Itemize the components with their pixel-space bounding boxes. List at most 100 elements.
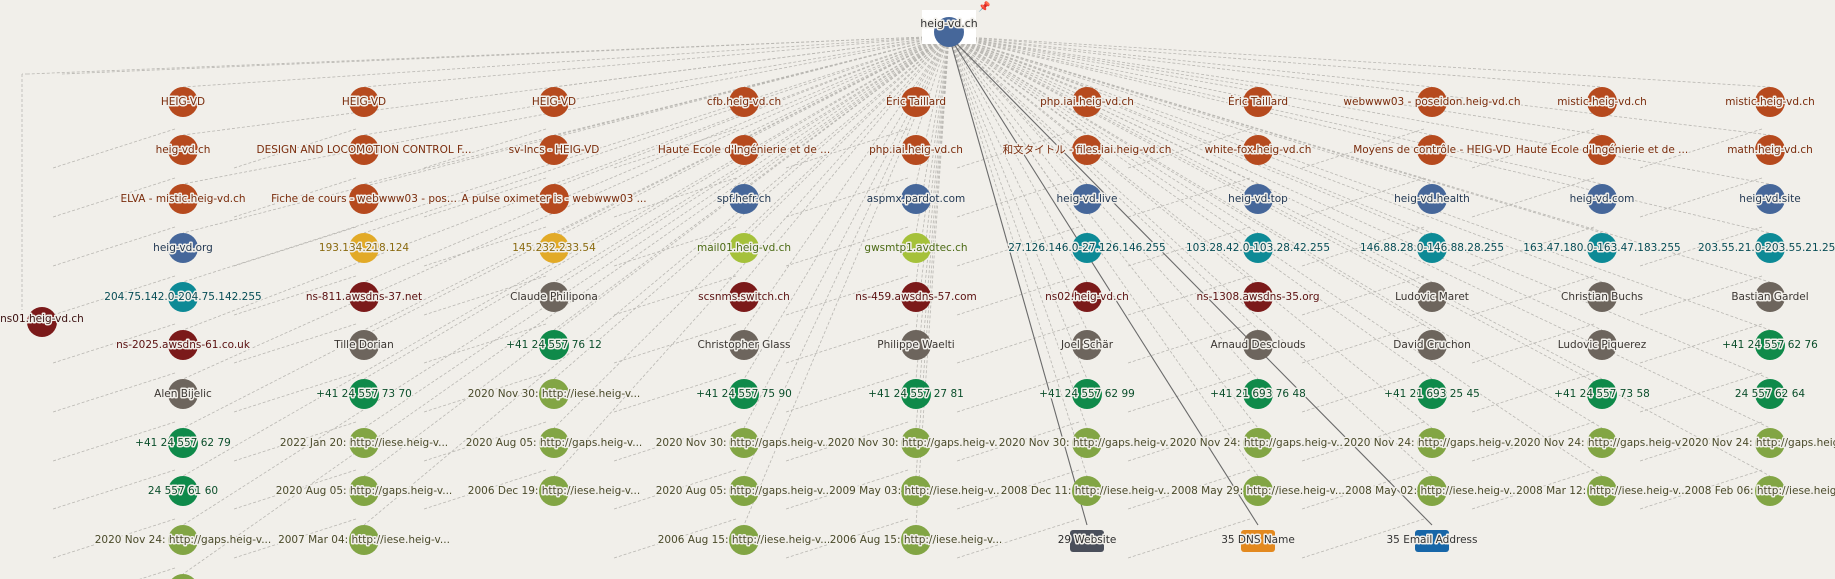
node-ns-811-awsdns-37-net[interactable]: ns-811.awsdns-37.net [304, 282, 424, 312]
node-haute-ecole-d-ing-nierie-et-de[interactable]: Haute Ecole d'Ingénierie et de ... [1514, 135, 1690, 165]
node-cfb-heig-vd-ch[interactable]: cfb.heig-vd.ch [705, 87, 783, 117]
node-ns-1308-awsdns-35-org[interactable]: ns-1308.awsdns-35.org [1195, 282, 1321, 312]
node-heig-vd-top[interactable]: heig-vd.top [1227, 184, 1290, 214]
node-27-126-146-0-27-126-146-255[interactable]: 27.126.146.0-27.126.146.255 [1007, 233, 1167, 263]
node-24-557-61-60[interactable]: 24 557 61 60 [146, 476, 220, 506]
node-35-email-address[interactable]: 35 Email Address [1385, 530, 1479, 552]
node-2008-dec-11-http-iese-heig-v[interactable]: 2008 Dec 11: http://iese.heig-v... [999, 476, 1175, 506]
node-scsnms-switch-ch[interactable]: scsnms.switch.ch [697, 282, 791, 312]
node-christian-buchs[interactable]: Christian Buchs [1560, 282, 1644, 312]
node-design-and-locomotion-control-f[interactable]: DESIGN AND LOCOMOTION CONTROL F... [255, 135, 473, 165]
node-2006-dec-19-http-iese-heig-v[interactable]: 2006 Dec 19: http://iese.heig-v... [466, 476, 642, 506]
node-heig-vd-com[interactable]: heig-vd.com [1568, 184, 1636, 214]
node-41-24-557-62-76[interactable]: +41 24 557 62 76 [1721, 330, 1820, 360]
node-ns-2025-awsdns-61-co-uk[interactable]: ns-2025.awsdns-61.co.uk [115, 330, 252, 360]
node-2020-nov-30-http-iese-heig-v[interactable]: 2020 Nov 30: http://iese.heig-v... [466, 379, 642, 409]
node-2008-mar-12-http-iese-heig-v[interactable]: 2008 Mar 12: http://iese.heig-v... [1515, 476, 1689, 506]
node-41-24-557-62-79[interactable]: +41 24 557 62 79 [134, 428, 232, 458]
node-163-47-180-0-163-47-183-255[interactable]: 163.47.180.0-163.47.183.255 [1522, 233, 1682, 263]
node-2020-nov-24-http-gaps-heig-v[interactable]: 2020 Nov 24: http://gaps.heig-v... [1512, 428, 1692, 458]
node-2020-aug-05-http-gaps-heig-v[interactable]: 2020 Aug 05: http://gaps.heig-v... [464, 428, 644, 458]
node-haute-ecole-d-ing-nierie-et-de[interactable]: Haute Ecole d'Ingénierie et de ... [656, 135, 832, 165]
node-41-24-557-27-81[interactable]: +41 24 557 27 81 [867, 379, 965, 409]
node-2022-jan-20-http-iese-heig-v[interactable]: 2022 Jan 20: http://iese.heig-v... [278, 428, 450, 458]
node-mistic-heig-vd-ch[interactable]: mistic.heig-vd.ch [1724, 87, 1816, 117]
node-2020-nov-30-http-gaps-heig-v[interactable]: 2020 Nov 30: http://gaps.heig-v... [654, 428, 834, 458]
node-heig-vd-live[interactable]: heig-vd.live [1055, 184, 1119, 214]
node-ludovic-maret[interactable]: Ludovic Maret [1394, 282, 1470, 312]
node-2007-mar-04-http-iese-heig-v[interactable]: 2007 Mar 04: http://iese.heig-v... [277, 525, 451, 555]
node-mail01-heig-vd-ch[interactable]: mail01.heig-vd.ch [695, 233, 793, 263]
node-ric-taillard[interactable]: Éric Taillard [884, 87, 948, 117]
node-ns02-heig-vd-ch[interactable]: ns02.heig-vd.ch [1044, 282, 1130, 312]
node-webwww03-poseidon-heig-vd-ch[interactable]: webwww03 - poseidon.heig-vd.ch [1342, 87, 1522, 117]
node-philippe-waelti[interactable]: Philippe Waelti [876, 330, 956, 360]
node-moyens-de-contr-le-heig-vd[interactable]: Moyens de contrôle - HEIG-VD [1352, 135, 1512, 165]
node-heig-vd-ch[interactable]: heig-vd.ch [154, 135, 212, 165]
node-35-dns-name[interactable]: 35 DNS Name [1220, 530, 1296, 552]
node-193-134-218-124[interactable]: 193.134.218.124 [317, 233, 411, 263]
node-2020-nov-24-http-gaps-heig-v[interactable]: 2020 Nov 24: http://gaps.heig-v... [93, 525, 273, 555]
node-alen-bijelic[interactable]: Alen Bijelic [153, 379, 214, 409]
node-203-55-21-0-203-55-21-255[interactable]: 203.55.21.0-203.55.21.255 [1696, 233, 1835, 263]
node-41-24-557-76-12[interactable]: +41 24 557 76 12 [505, 330, 603, 360]
node-elva-mistic-heig-vd-ch[interactable]: ELVA - mistic.heig-vd.ch [119, 184, 247, 214]
node-204-75-142-0-204-75-142-255[interactable]: 204.75.142.0-204.75.142.255 [103, 282, 263, 312]
node-2020-nov-24-http-gaps-heig-v[interactable]: 2020 Nov 24: http://gaps.heig-v... [1342, 428, 1522, 458]
node-gwsmtp1-avdtec-ch[interactable]: gwsmtp1.avdtec.ch [863, 233, 969, 263]
node-claude-philipona[interactable]: Claude Philipona [509, 282, 599, 312]
node-2007-oct-14-http-iese-heig-v[interactable]: 2007 Oct 14: http://iese.heig-v... [98, 574, 268, 579]
node-aspmx-pardot-com[interactable]: aspmx.pardot.com [865, 184, 967, 214]
node-christopher-glass[interactable]: Christopher Glass [696, 330, 792, 360]
node-ns-459-awsdns-57-com[interactable]: ns-459.awsdns-57.com [854, 282, 978, 312]
node-41-21-693-76-48[interactable]: +41 21 693 76 48 [1209, 379, 1307, 409]
node-spf-hefr-ch[interactable]: spf.hefr.ch [715, 184, 773, 214]
node-41-24-557-73-70[interactable]: +41 24 557 73 70 [315, 379, 413, 409]
node-2020-nov-30-http-gaps-heig-v[interactable]: 2020 Nov 30: http://gaps.heig-v... [997, 428, 1177, 458]
node-2020-nov-24-http-gaps-heig-v[interactable]: 2020 Nov 24: http://gaps.heig-v... [1680, 428, 1835, 458]
node-sv-lncs-heig-vd[interactable]: sv-lncs - HEIG-VD [507, 135, 601, 165]
node-145-232-233-54[interactable]: 145.232.233.54 [511, 233, 598, 263]
node-2006-aug-15-http-iese-heig-v[interactable]: 2006 Aug 15: http://iese.heig-v... [828, 525, 1004, 555]
node-41-24-557-73-58[interactable]: +41 24 557 73 58 [1553, 379, 1651, 409]
node-41-24-557-75-90[interactable]: +41 24 557 75 90 [695, 379, 793, 409]
node-103-28-42-0-103-28-42-255[interactable]: 103.28.42.0-103.28.42.255 [1184, 233, 1332, 263]
node-math-heig-vd-ch[interactable]: math.heig-vd.ch [1726, 135, 1814, 165]
node-php-iai-heig-vd-ch[interactable]: php.iai.heig-vd.ch [868, 135, 964, 165]
node-2020-nov-30-http-gaps-heig-v[interactable]: 2020 Nov 30: http://gaps.heig-v... [826, 428, 1006, 458]
node-a-pulse-oximeter-is-webwww03[interactable]: A pulse oximeter is - webwww03 ... [460, 184, 648, 214]
node-david-cruchon[interactable]: David Cruchon [1392, 330, 1472, 360]
node-ns01[interactable]: ns01.heig-vd.ch [0, 307, 85, 337]
node-2006-aug-15-http-iese-heig-v[interactable]: 2006 Aug 15: http://iese.heig-v... [656, 525, 832, 555]
node-heig-vd-site[interactable]: heig-vd.site [1738, 184, 1802, 214]
node-146-88-28-0-146-88-28-255[interactable]: 146.88.28.0-146.88.28.255 [1358, 233, 1506, 263]
node-24-557-62-64[interactable]: 24 557 62 64 [1733, 379, 1807, 409]
node-joel-sch-r[interactable]: Joel Schär [1058, 330, 1115, 360]
node-bastian-gardel[interactable]: Bastian Gardel [1730, 282, 1810, 312]
node-2020-aug-05-http-gaps-heig-v[interactable]: 2020 Aug 05: http://gaps.heig-v... [274, 476, 454, 506]
node-mistic-heig-vd-ch[interactable]: mistic.heig-vd.ch [1556, 87, 1648, 117]
node-41-21-693-25-45[interactable]: +41 21 693 25 45 [1383, 379, 1481, 409]
node-heig-vd-org[interactable]: heig-vd.org [152, 233, 214, 263]
node-2008-may-29-http-iese-heig-v[interactable]: 2008 May 29: http://iese.heig-v... [1170, 476, 1346, 506]
node-2020-aug-05-http-gaps-heig-v[interactable]: 2020 Aug 05: http://gaps.heig-v... [654, 476, 834, 506]
node-heig-vd[interactable]: HEIG-VD [159, 87, 207, 117]
node-heig-vd[interactable]: HEIG-VD [340, 87, 388, 117]
node-2008-may-02-http-iese-heig-v[interactable]: 2008 May 02: http://iese.heig-v... [1344, 476, 1520, 506]
node-tille-dorian[interactable]: Tille Dorian [332, 330, 395, 360]
node-white-fox-heig-vd-ch[interactable]: white-fox.heig-vd.ch [1203, 135, 1313, 165]
node-ludovic-piquerez[interactable]: Ludovic Piquerez [1556, 330, 1648, 360]
node-files-iai-heig-vd-ch[interactable]: 和文タイトル - files.iai.heig-vd.ch [1001, 135, 1173, 165]
node-41-24-557-62-99[interactable]: +41 24 557 62 99 [1038, 379, 1136, 409]
node-heig-vd[interactable]: HEIG-VD [530, 87, 578, 117]
node-fiche-de-cours-webwww03-pos[interactable]: Fiche de cours - webwww03 - pos... [270, 184, 458, 214]
node-29-website[interactable]: 29 Website [1056, 530, 1118, 552]
node-ric-taillard[interactable]: Éric Taillard [1226, 87, 1290, 117]
node-2020-nov-24-http-gaps-heig-v[interactable]: 2020 Nov 24: http://gaps.heig-v... [1168, 428, 1348, 458]
root-node[interactable]: heig-vd.ch 📌 [919, 0, 991, 47]
node-arnaud-desclouds[interactable]: Arnaud Desclouds [1209, 330, 1307, 360]
node-heig-vd-health[interactable]: heig-vd.health [1393, 184, 1471, 214]
node-2009-may-03-http-iese-heig-v[interactable]: 2009 May 03: http://iese.heig-v... [828, 476, 1004, 506]
node-2008-feb-06-http-iese-heig-v[interactable]: 2008 Feb 06: http://iese.heig-v... [1683, 476, 1835, 506]
